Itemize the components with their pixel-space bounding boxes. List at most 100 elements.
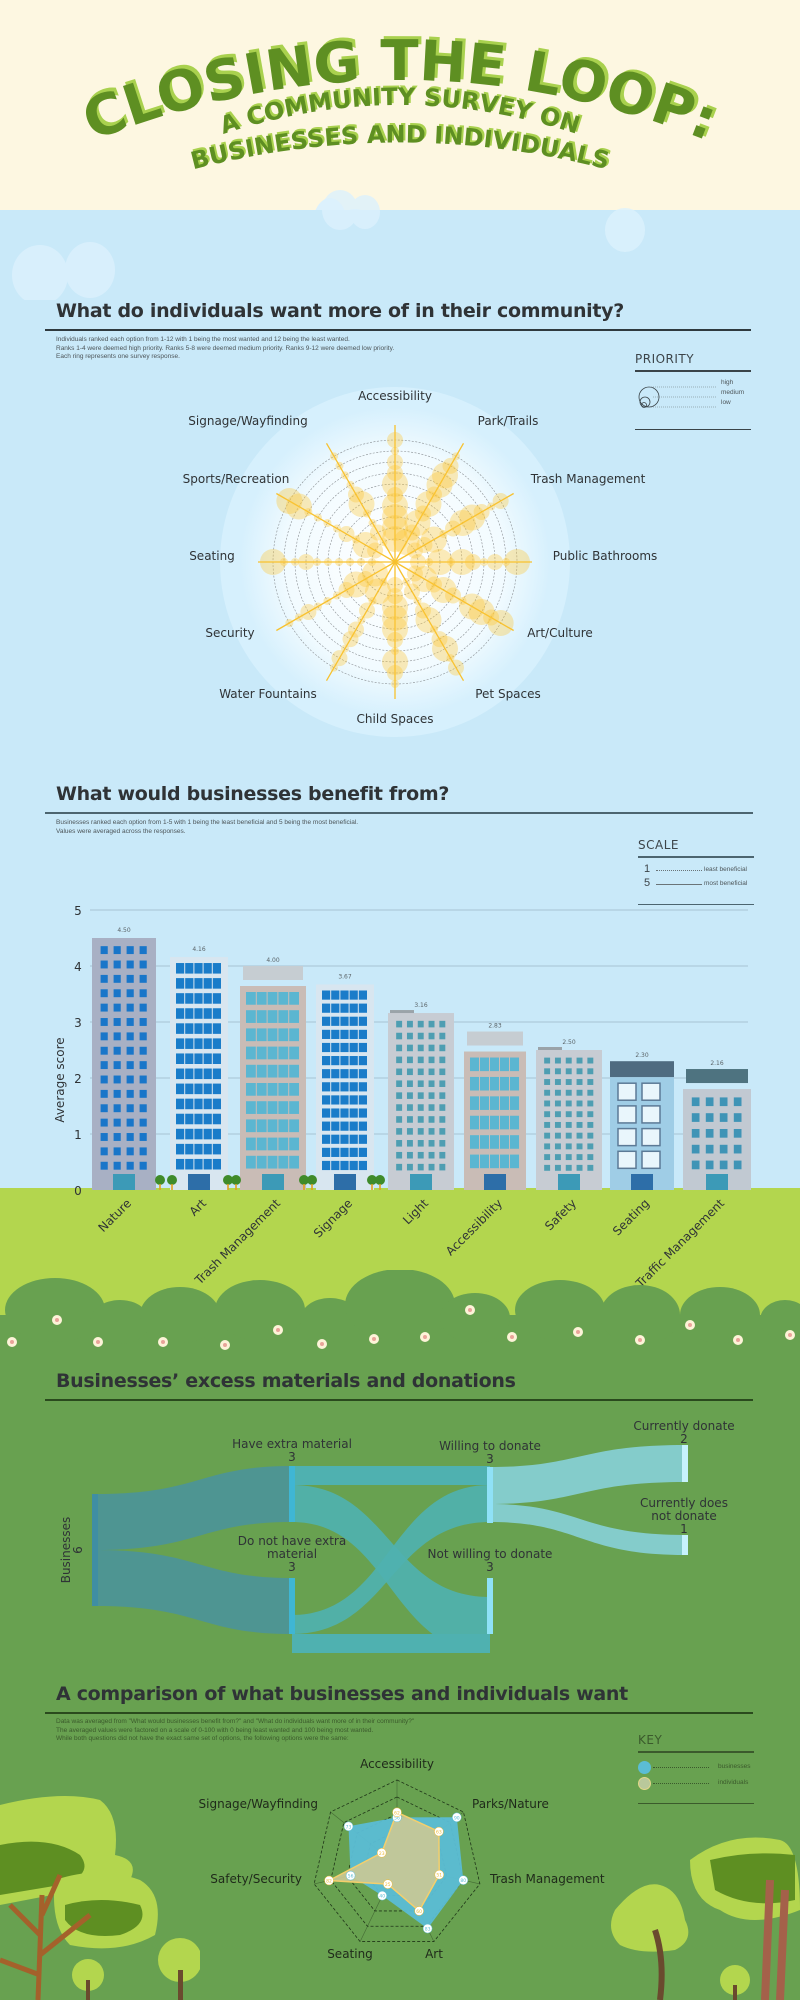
trees-right-decoration [611, 1837, 800, 2000]
y-tick: 0 [74, 1184, 82, 1198]
radar-point-value: 23 [379, 1851, 385, 1857]
bar-value: 3.67 [338, 973, 352, 980]
bar-chart-buildings: 0 1 2 3 4 5 Average score 4.50 4.16 4.00 3.67 3.1… [53, 904, 751, 1291]
flow-have-willing [292, 1466, 490, 1485]
x-tick-label: Signage [311, 1196, 355, 1240]
radial-label: Sports/Recreation [183, 472, 290, 486]
building-bar: 2.83 [464, 1023, 526, 1190]
clouds-decoration [0, 190, 800, 300]
label-have: Have extra material [232, 1437, 352, 1451]
flow-businesses-nothave [96, 1550, 292, 1634]
y-tick: 1 [74, 1128, 82, 1142]
radar-point [434, 1826, 444, 1837]
label-nothave: Do not have extra [238, 1534, 346, 1548]
svg-text:3: 3 [486, 1452, 494, 1466]
x-tick-label: Art [187, 1196, 210, 1219]
y-axis-label: Average score [53, 1037, 67, 1122]
svg-text:material: material [267, 1547, 317, 1561]
radial-label: Trash Management [530, 472, 646, 486]
x-tick-label: Light [400, 1196, 431, 1227]
radar-point [343, 1821, 354, 1832]
radar-labels: Accessibility Parks/Nature Trash Managemen… [199, 1757, 605, 1961]
flowers-decoration [7, 1305, 795, 1350]
category-spokes [258, 425, 532, 699]
building-bar: 2.30 [610, 1052, 674, 1190]
radar-point-value: 82 [326, 1879, 332, 1885]
radial-label: Park/Trails [478, 414, 539, 428]
section4-notes: Data was averaged from "What would busin… [56, 1718, 415, 1742]
radar-point [377, 1890, 387, 1901]
svg-text:6: 6 [71, 1546, 85, 1554]
priority-legend: PRIORITY high medium low [635, 352, 751, 430]
radar-axis-label: Art [425, 1947, 443, 1961]
node-notwilling [487, 1578, 493, 1634]
node-nothave [289, 1578, 295, 1634]
radar-point [392, 1807, 402, 1818]
radar-point [452, 1812, 462, 1823]
radar-point [422, 1923, 433, 1934]
individuals-area [326, 1811, 441, 1913]
section3-heading: Businesses’ excess materials and donatio… [56, 1370, 516, 1392]
radar-axis-label: Trash Management [489, 1872, 605, 1886]
building-bar: 3.67 [316, 973, 374, 1190]
radar-axis-label: Safety/Security [210, 1872, 302, 1886]
radar-point-value: 63 [436, 1830, 442, 1836]
svg-text:3: 3 [288, 1560, 296, 1574]
section2-rule [45, 812, 753, 814]
individuals-swatch [638, 1776, 651, 1790]
radar-points: 56 90 80 83 40 56 73 62 63 51 60 25 82 23 [324, 1807, 469, 1934]
section1-rule [45, 329, 751, 331]
section2-notes: Businesses ranked each option from 1-5 w… [56, 819, 359, 835]
section4-heading: A comparison of what businesses and indi… [56, 1683, 628, 1705]
radar-point [345, 1870, 356, 1881]
radial-label: Child Spaces [357, 712, 434, 726]
y-tick: 4 [74, 960, 82, 974]
radial-label: Signage/Wayfinding [188, 414, 307, 428]
building-bar: 2.16 [683, 1060, 751, 1190]
label-willing: Willing to donate [439, 1439, 541, 1453]
radar-axis-label: Parks/Nature [472, 1797, 549, 1811]
hedge-decoration [0, 1270, 800, 1350]
svg-text:not donate: not donate [651, 1509, 716, 1523]
radar-point [414, 1906, 424, 1916]
radial-label: Security [205, 626, 254, 640]
radar-point-value: 56 [394, 1815, 400, 1821]
bar-value: 4.50 [117, 927, 131, 934]
radar-point-value: 62 [394, 1810, 400, 1816]
radar-axis-label: Signage/Wayfinding [199, 1797, 318, 1811]
radar-point-value: 90 [454, 1815, 460, 1821]
flow-nothave-willing [292, 1485, 490, 1634]
radial-label: Seating [189, 549, 235, 563]
building-bar: 3.16 [388, 1002, 454, 1190]
building-bar: 4.50 [92, 927, 156, 1190]
trees-left-decoration [0, 1796, 200, 2000]
svg-text:3: 3 [288, 1450, 296, 1464]
radial-label: Accessibility [358, 389, 432, 403]
priority-legend-graphic [638, 386, 717, 408]
radar-point-value: 60 [416, 1909, 422, 1915]
section1-heading: What do individuals want more of in thei… [56, 300, 624, 322]
node-donate [682, 1445, 688, 1482]
node-have [289, 1466, 295, 1522]
building-bar: 2.50 [536, 1039, 602, 1190]
flow-willing-notdonate [490, 1504, 685, 1555]
radar-point [458, 1875, 469, 1885]
section1-notes: Individuals ranked each option from 1-12… [56, 336, 395, 360]
building-bars: 4.50 4.16 4.00 3.67 3.16 2.83 2.50 2.30 2.16 [92, 927, 751, 1190]
bar-value: 3.16 [414, 1002, 428, 1009]
flow-willing-donate [490, 1445, 685, 1504]
radar-point [376, 1848, 387, 1858]
radar-axis-label: Accessibility [360, 1757, 434, 1771]
y-tick: 5 [74, 904, 82, 918]
y-tick: 3 [74, 1016, 82, 1030]
node-businesses [92, 1494, 98, 1606]
page-title: CLOSING THE LOOP: CLOSING THE LOOP: A CO… [74, 26, 729, 175]
label-notdonate: Currently does [640, 1496, 728, 1510]
x-tick-label: Seating [610, 1196, 652, 1238]
radial-label: Pet Spaces [475, 687, 541, 701]
radial-label: Water Fountains [219, 687, 317, 701]
radar-chart: 56 90 80 83 40 56 73 62 63 51 60 25 82 23 Accessibili… [199, 1757, 605, 1961]
section2-heading: What would businesses benefit from? [56, 783, 450, 805]
bar-value: 2.50 [562, 1039, 576, 1046]
section4-rule [45, 1712, 753, 1714]
